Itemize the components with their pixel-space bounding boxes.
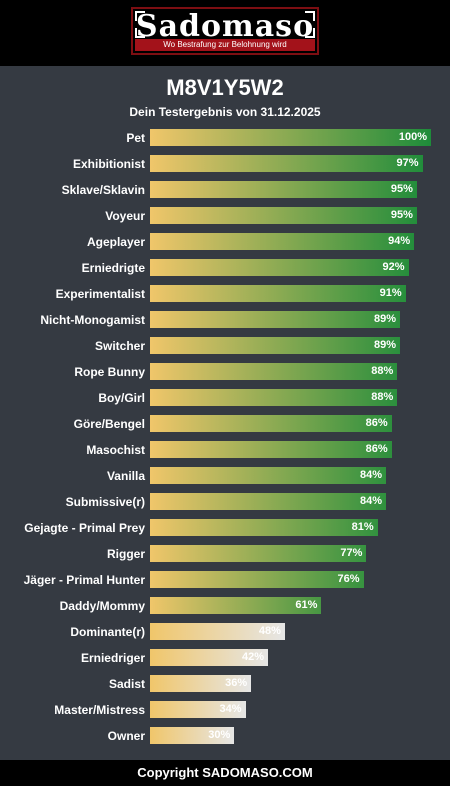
value-label: 36% <box>225 677 248 689</box>
result-bar: 34% <box>150 701 246 718</box>
category-label: Göre/Bengel <box>73 417 145 431</box>
value-label: 88% <box>371 391 394 403</box>
category-label: Sadist <box>108 677 145 691</box>
copyright-text: Copyright SADOMASO.COM <box>137 765 313 780</box>
category-label: Sklave/Sklavin <box>61 183 145 197</box>
logo-corner-ornament <box>135 11 145 21</box>
result-bar: 48% <box>150 623 285 640</box>
header: Sadomaso Wo Bestrafung zur Belohnung wir… <box>0 0 450 66</box>
value-label: 86% <box>365 417 388 429</box>
value-label: 34% <box>219 703 242 715</box>
category-label: Voyeur <box>105 209 145 223</box>
sadomaso-logo[interactable]: Sadomaso Wo Bestrafung zur Belohnung wir… <box>131 7 319 55</box>
result-bar: 42% <box>150 649 269 666</box>
result-bar: 84% <box>150 493 387 510</box>
category-label: Erniedrigte <box>81 261 145 275</box>
result-bar: 84% <box>150 467 387 484</box>
category-label: Pet <box>126 131 145 145</box>
logo-wordmark: Sadomaso <box>135 9 315 44</box>
category-label: Gejagte - Primal Prey <box>24 521 145 535</box>
value-label: 76% <box>337 573 360 585</box>
result-bar: 91% <box>150 285 406 302</box>
footer: Copyright SADOMASO.COM <box>0 760 450 786</box>
category-label: Experimentalist <box>55 287 145 301</box>
result-bar: 61% <box>150 597 322 614</box>
result-bar: 30% <box>150 727 235 744</box>
value-label: 61% <box>295 599 318 611</box>
category-label: Masochist <box>86 443 145 457</box>
category-label: Switcher <box>94 339 145 353</box>
result-bar: 76% <box>150 571 364 588</box>
result-bar: 88% <box>150 363 398 380</box>
result-code: M8V1Y5W2 <box>166 75 284 100</box>
category-label: Rigger <box>106 547 145 561</box>
value-label: 84% <box>360 495 383 507</box>
logo-corner-ornament <box>305 28 315 38</box>
value-label: 77% <box>340 547 363 559</box>
result-bar: 86% <box>150 441 392 458</box>
result-bar: 92% <box>150 259 409 276</box>
result-bar: 81% <box>150 519 378 536</box>
logo-corner-ornament <box>135 28 145 38</box>
value-label: 88% <box>371 365 394 377</box>
value-label: 48% <box>258 625 281 637</box>
result-bar: 86% <box>150 415 392 432</box>
category-label: Jäger - Primal Hunter <box>23 573 145 587</box>
value-label: 100% <box>398 131 427 143</box>
category-label: Boy/Girl <box>98 391 145 405</box>
category-label: Owner <box>107 729 145 743</box>
result-bar: 94% <box>150 233 415 250</box>
value-label: 94% <box>388 235 411 247</box>
value-label: 89% <box>374 339 397 351</box>
value-label: 89% <box>374 313 397 325</box>
value-label: 30% <box>208 729 231 741</box>
result-bar: 100% <box>150 129 431 146</box>
category-label: Master/Mistress <box>54 703 145 717</box>
result-bar: 97% <box>150 155 423 172</box>
value-label: 97% <box>396 157 419 169</box>
category-label: Daddy/Mommy <box>59 599 145 613</box>
logo-corner-ornament <box>305 11 315 21</box>
result-bar: 36% <box>150 675 252 692</box>
result-bar: 88% <box>150 389 398 406</box>
category-label: Erniedriger <box>80 651 145 665</box>
logo-tagline: Wo Bestrafung zur Belohnung wird <box>135 39 315 51</box>
value-label: 91% <box>379 287 402 299</box>
category-label: Exhibitionist <box>73 157 145 171</box>
result-bar: 89% <box>150 337 401 354</box>
result-bar: 89% <box>150 311 401 328</box>
value-label: 95% <box>390 183 413 195</box>
category-label: Nicht-Monogamist <box>40 313 145 327</box>
result-bar: 95% <box>150 207 417 224</box>
result-subtitle: Dein Testergebnis von 31.12.2025 <box>129 105 321 119</box>
value-label: 95% <box>390 209 413 221</box>
value-label: 92% <box>382 261 405 273</box>
value-label: 42% <box>241 651 265 663</box>
result-bar: 77% <box>150 545 367 562</box>
value-label: 86% <box>365 443 388 455</box>
category-label: Submissive(r) <box>65 495 145 509</box>
category-label: Dominante(r) <box>70 625 145 639</box>
value-label: 81% <box>351 521 374 533</box>
category-label: Ageplayer <box>86 235 145 249</box>
category-label: Rope Bunny <box>74 365 145 379</box>
category-label: Vanilla <box>106 469 145 483</box>
value-label: 84% <box>360 469 383 481</box>
result-bar: 95% <box>150 181 417 198</box>
